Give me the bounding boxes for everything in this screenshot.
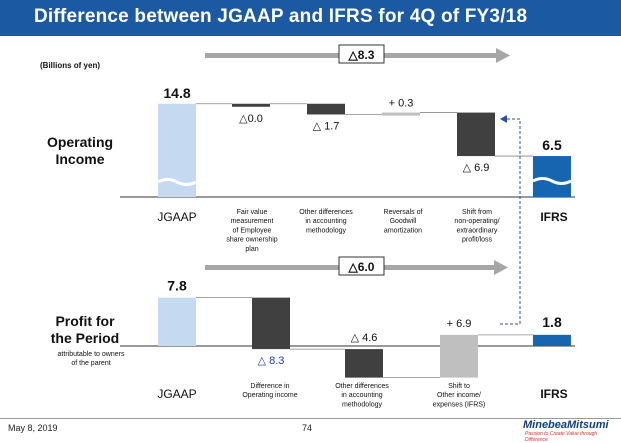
pp-category-step-3-line-3: expenses (IFRS): [433, 401, 486, 408]
pp-title-line-1: Profit for: [55, 313, 115, 329]
op-category-step-4-line-4: profit/loss: [462, 237, 492, 244]
op-value-jgaap: 14.8: [163, 85, 190, 101]
op-category-step-2-line-3: methodology: [306, 227, 347, 234]
op-category-step-1-line-3: of Employee: [233, 227, 272, 234]
op-value-step-1: △0.0: [239, 113, 263, 125]
op-bar-step-1: [232, 103, 270, 107]
title-bar: Difference between JGAAP and IFRS for 4Q…: [0, 0, 621, 36]
op-total-arrow-head: [496, 48, 510, 63]
page-number: 74: [302, 423, 313, 433]
op-category-step-1-line-2: measurement: [231, 218, 274, 225]
op-bar-step-2: [307, 103, 345, 115]
op-value-step-3: + 0.3: [389, 98, 414, 110]
pp-bar-step-1: [252, 297, 290, 350]
pp-category-step-1-line-2: Operating income: [242, 392, 297, 399]
op-label-jgaap: JGAAP: [157, 210, 196, 224]
pp-category-step-1-line-1: Difference in: [250, 383, 289, 390]
pp-subtitle-line-2: of the parent: [71, 360, 110, 367]
link-arrowhead: [500, 115, 507, 123]
op-category-step-4-line-2: non-operating/: [454, 218, 499, 225]
company-logo: MinebeaMitsumi: [523, 419, 609, 431]
pp-total-arrow-head: [494, 260, 508, 275]
op-value-ifrs: 6.5: [542, 137, 562, 153]
op-bar-ifrs: [533, 156, 571, 197]
unit-label: (Billions of yen): [40, 61, 100, 70]
op-category-step-1-line-4: share ownership: [226, 237, 277, 244]
pp-bar-ifrs: [533, 334, 571, 346]
op-category-step-4-line-1: Shift from: [462, 209, 492, 216]
pp-value-step-1: △ 8.3: [258, 355, 285, 367]
link-dashed-arrow: [500, 118, 521, 325]
op-total-difference-box: [338, 44, 385, 64]
pp-bar-jgaap: [158, 297, 196, 346]
op-title-line-1: Operating: [47, 134, 113, 150]
company-tagline: Passion to Create Value through Differen…: [525, 431, 598, 443]
op-category-step-2-line-2: in accounting: [305, 218, 346, 225]
pp-label-jgaap: JGAAP: [157, 387, 196, 401]
pp-category-step-2-line-3: methodology: [342, 401, 383, 408]
op-category-step-4-line-3: extraordinary: [457, 227, 498, 234]
op-category-step-3-line-1: Reversals of: [384, 209, 423, 216]
op-value-step-2: △ 1.7: [313, 120, 340, 132]
pp-label-ifrs: IFRS: [540, 387, 567, 401]
pp-subtitle-line-1: attributable to owners: [58, 351, 125, 358]
pp-value-step-2: △ 4.6: [351, 332, 378, 344]
op-label-ifrs: IFRS: [540, 210, 567, 224]
pp-category-step-2-line-2: in accounting: [341, 392, 382, 399]
op-category-step-3-line-3: amortization: [384, 227, 422, 234]
footer-date: May 8, 2019: [8, 423, 58, 433]
op-category-step-1-line-1: Fair value: [237, 209, 268, 216]
pp-value-ifrs: 1.8: [542, 314, 562, 330]
op-category-step-1-line-5: plan: [245, 246, 258, 253]
op-bar-step-3: [382, 112, 420, 116]
pp-category-step-3-line-2: Other income/: [437, 392, 481, 399]
op-bar-jgaap-break: [157, 178, 197, 186]
op-total-difference: △8.3: [348, 48, 375, 62]
footer-divider: [0, 418, 621, 419]
pp-category-step-3-line-1: Shift to: [448, 383, 470, 390]
pp-title-line-2: the Period: [51, 330, 119, 346]
op-bar-ifrs-break: [532, 177, 572, 185]
op-value-step-4: △ 6.9: [463, 162, 490, 174]
op-category-step-3-line-2: Goodwill: [390, 218, 417, 225]
op-category-step-2-line-1: Other differences: [299, 209, 353, 216]
pp-bar-step-3: [440, 334, 478, 378]
pp-value-jgaap: 7.8: [167, 278, 187, 294]
pp-category-step-2-line-1: Other differences: [335, 383, 389, 390]
op-bar-step-4: [457, 112, 495, 157]
page-title: Difference between JGAAP and IFRS for 4Q…: [34, 6, 528, 27]
pp-value-step-3: + 6.9: [447, 318, 472, 330]
pp-bar-step-2: [345, 349, 383, 378]
pp-total-difference-box: [338, 256, 385, 276]
op-title-line-2: Income: [55, 151, 104, 167]
pp-total-difference: △6.0: [348, 260, 375, 274]
